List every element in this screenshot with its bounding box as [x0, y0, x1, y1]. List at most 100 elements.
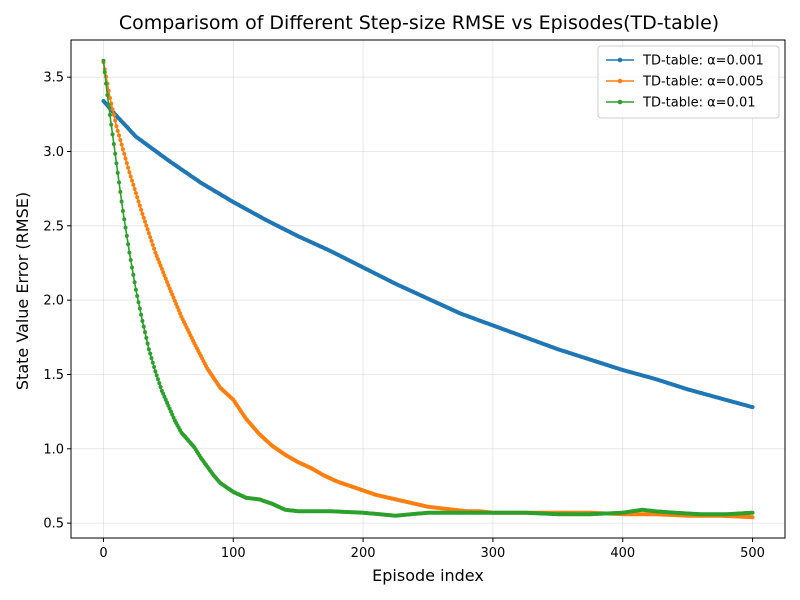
legend-box	[597, 45, 780, 119]
data-point	[750, 510, 755, 515]
data-point	[140, 211, 145, 216]
legend-marker	[617, 99, 623, 105]
data-point	[155, 377, 160, 382]
data-point	[153, 250, 158, 255]
data-point	[123, 156, 128, 161]
data-point	[141, 324, 146, 329]
data-point	[174, 302, 179, 307]
data-point	[165, 280, 170, 285]
y-tick-label: 0.5	[43, 517, 64, 532]
data-point	[166, 283, 171, 288]
data-point	[139, 312, 144, 317]
data-point	[119, 142, 124, 147]
data-point	[122, 151, 127, 156]
data-point	[126, 165, 131, 170]
data-point	[107, 112, 112, 117]
data-point	[139, 207, 144, 212]
data-point	[168, 289, 173, 294]
data-point	[143, 330, 147, 335]
data-point	[118, 138, 123, 143]
data-point	[106, 102, 111, 107]
data-point	[135, 195, 140, 200]
data-point	[113, 151, 118, 156]
data-point	[124, 161, 129, 166]
data-point	[109, 122, 114, 127]
data-point	[165, 400, 170, 405]
data-point	[130, 265, 135, 270]
data-point	[152, 365, 157, 370]
data-point	[175, 305, 180, 310]
data-point	[161, 270, 166, 275]
data-point	[115, 128, 120, 133]
y-tick-label: 1.0	[43, 442, 64, 457]
legend-label: TD-table: α=0.001	[642, 54, 764, 69]
data-point	[144, 335, 149, 340]
data-point	[158, 263, 163, 268]
data-point	[144, 223, 149, 228]
legend-label: TD-table: α=0.005	[642, 75, 764, 90]
series-3	[101, 58, 755, 518]
data-point	[120, 208, 125, 213]
data-point	[128, 174, 133, 179]
x-tick-label: 400	[610, 546, 635, 561]
data-point	[137, 306, 142, 311]
data-point	[111, 142, 116, 147]
data-point	[140, 318, 145, 323]
data-point	[128, 258, 133, 263]
data-point	[117, 180, 122, 185]
data-point	[154, 253, 159, 258]
data-point	[148, 351, 153, 356]
data-point	[162, 273, 167, 278]
x-tick-label: 500	[740, 546, 765, 561]
ticks: 0 100 200 300 400 500 0.5 1.0 1.5 2.0 2.5 3.0 3.5	[43, 71, 765, 561]
data-point	[172, 298, 177, 303]
data-point	[118, 189, 123, 194]
data-point	[127, 250, 132, 255]
data-point	[141, 215, 146, 220]
data-point	[110, 132, 115, 137]
data-point	[107, 95, 112, 100]
data-point	[132, 186, 137, 191]
legend-label: TD-table: α=0.01	[642, 96, 756, 111]
data-point	[131, 272, 136, 277]
data-point	[146, 231, 151, 236]
data-point	[155, 257, 160, 262]
data-point	[110, 107, 115, 112]
data-point	[127, 170, 132, 175]
data-point	[137, 203, 142, 208]
data-point	[133, 287, 138, 292]
data-point	[152, 246, 157, 251]
data-point	[146, 347, 151, 352]
data-point	[123, 225, 128, 230]
legend: TD-table: α=0.001 TD-table: α=0.005 TD-tab…	[597, 45, 780, 119]
data-point	[176, 308, 181, 313]
data-point	[120, 147, 125, 152]
data-point	[153, 369, 158, 374]
data-point	[157, 381, 162, 386]
data-point	[132, 280, 137, 285]
data-point	[119, 199, 124, 204]
data-point	[135, 293, 140, 298]
x-tick-label: 100	[221, 546, 246, 561]
data-point	[136, 300, 141, 305]
data-point	[143, 219, 147, 224]
data-point	[117, 133, 122, 138]
x-tick-label: 200	[351, 546, 376, 561]
x-axis-title: Episode index	[372, 566, 484, 585]
data-point	[126, 242, 131, 247]
data-point	[122, 217, 127, 222]
data-point	[750, 405, 755, 410]
y-tick-label: 3.0	[43, 145, 64, 160]
data-point	[178, 311, 183, 316]
data-point	[163, 276, 168, 281]
data-point	[130, 178, 135, 183]
chart-title: Comparisom of Different Step-size RMSE v…	[119, 12, 719, 34]
data-point	[131, 182, 136, 187]
x-tick-label: 0	[99, 546, 107, 561]
data-point	[150, 360, 155, 365]
data-point	[161, 391, 166, 396]
data-point	[148, 235, 153, 240]
data-point	[105, 93, 110, 97]
data-point	[115, 170, 120, 175]
